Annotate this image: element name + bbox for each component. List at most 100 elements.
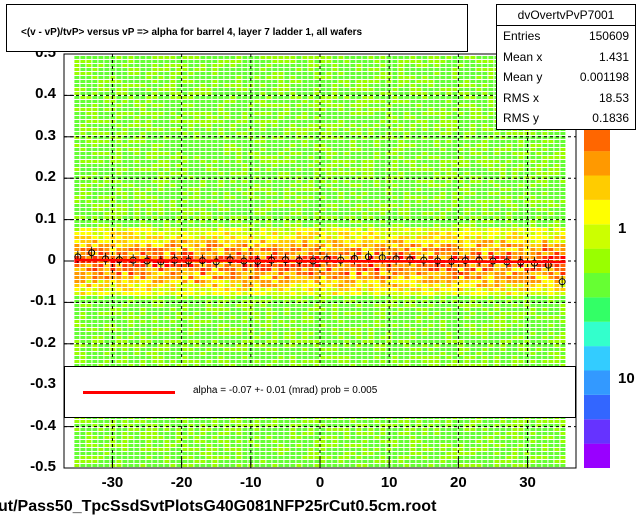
heatmap-cell [80, 240, 86, 243]
heatmap-cell [188, 264, 194, 267]
heatmap-cell [230, 116, 236, 119]
heatmap-cell [272, 236, 278, 239]
heatmap-cell [296, 344, 302, 347]
heatmap-cell [296, 184, 302, 187]
heatmap-cell [128, 452, 134, 455]
heatmap-cell [308, 176, 314, 179]
heatmap-cell [200, 80, 206, 83]
heatmap-cell [206, 432, 212, 435]
heatmap-cell [188, 220, 194, 223]
heatmap-cell [194, 208, 200, 211]
heatmap-cell [326, 88, 332, 91]
heatmap-cell [134, 180, 140, 183]
heatmap-cell [332, 232, 338, 235]
heatmap-cell [314, 352, 320, 355]
heatmap-cell [122, 324, 128, 327]
heatmap-cell [320, 132, 326, 135]
heatmap-cell [332, 136, 338, 139]
heatmap-cell [200, 92, 206, 95]
heatmap-cell [326, 220, 332, 223]
heatmap-cell [176, 320, 182, 323]
heatmap-cell [350, 216, 356, 219]
heatmap-cell [236, 112, 242, 115]
heatmap-cell [140, 296, 146, 299]
heatmap-cell [296, 336, 302, 339]
heatmap-cell [80, 88, 86, 91]
heatmap-cell [362, 192, 368, 195]
heatmap-cell [146, 280, 152, 283]
heatmap-cell [80, 272, 86, 275]
heatmap-cell [134, 268, 140, 271]
heatmap-cell [200, 344, 206, 347]
heatmap-cell [266, 204, 272, 207]
heatmap-cell [266, 456, 272, 459]
heatmap-cell [314, 456, 320, 459]
heatmap-cell [170, 364, 176, 367]
heatmap-cell [152, 212, 158, 215]
heatmap-cell [218, 356, 224, 359]
heatmap-cell [272, 152, 278, 155]
heatmap-cell [338, 436, 344, 439]
heatmap-cell [146, 296, 152, 299]
heatmap-cell [254, 440, 260, 443]
heatmap-cell [356, 140, 362, 143]
heatmap-cell [104, 180, 110, 183]
heatmap-cell [170, 204, 176, 207]
heatmap-cell [134, 76, 140, 79]
heatmap-cell [86, 236, 92, 239]
heatmap-cell [128, 80, 134, 83]
heatmap-cell [362, 180, 368, 183]
heatmap-cell [224, 356, 230, 359]
heatmap-cell [92, 292, 98, 295]
heatmap-cell [356, 92, 362, 95]
heatmap-cell [122, 332, 128, 335]
heatmap-cell [302, 328, 308, 331]
heatmap-cell [344, 264, 350, 267]
heatmap-cell [128, 192, 134, 195]
heatmap-cell [74, 136, 80, 139]
heatmap-cell [308, 184, 314, 187]
heatmap-cell [356, 352, 362, 355]
heatmap-cell [170, 152, 176, 155]
heatmap-cell [170, 420, 176, 423]
heatmap-cell [182, 132, 188, 135]
heatmap-cell [98, 352, 104, 355]
heatmap-cell [320, 280, 326, 283]
heatmap-cell [152, 304, 158, 307]
heatmap-cell [158, 224, 164, 227]
heatmap-cell [344, 84, 350, 87]
heatmap-cell [326, 312, 332, 315]
heatmap-cell [98, 84, 104, 87]
heatmap-cell [146, 192, 152, 195]
heatmap-cell [236, 156, 242, 159]
heatmap-cell [296, 60, 302, 63]
heatmap-cell [254, 152, 260, 155]
heatmap-cell [266, 216, 272, 219]
heatmap-cell [296, 72, 302, 75]
heatmap-cell [128, 332, 134, 335]
heatmap-cell [164, 176, 170, 179]
heatmap-cell [254, 244, 260, 247]
heatmap-cell [176, 188, 182, 191]
heatmap-cell [146, 112, 152, 115]
heatmap-cell [194, 344, 200, 347]
heatmap-cell [308, 84, 314, 87]
heatmap-cell [176, 236, 182, 239]
heatmap-cell [362, 268, 368, 271]
heatmap-cell [236, 428, 242, 431]
heatmap-cell [122, 424, 128, 427]
heatmap-cell [338, 288, 344, 291]
heatmap-cell [224, 440, 230, 443]
heatmap-cell [356, 212, 362, 215]
heatmap-cell [212, 180, 218, 183]
heatmap-cell [218, 236, 224, 239]
heatmap-cell [308, 76, 314, 79]
heatmap-cell [332, 312, 338, 315]
heatmap-cell [272, 240, 278, 243]
heatmap-cell [176, 348, 182, 351]
heatmap-cell [320, 304, 326, 307]
heatmap-cell [320, 164, 326, 167]
heatmap-cell [182, 464, 188, 467]
heatmap-cell [230, 96, 236, 99]
heatmap-cell [350, 232, 356, 235]
